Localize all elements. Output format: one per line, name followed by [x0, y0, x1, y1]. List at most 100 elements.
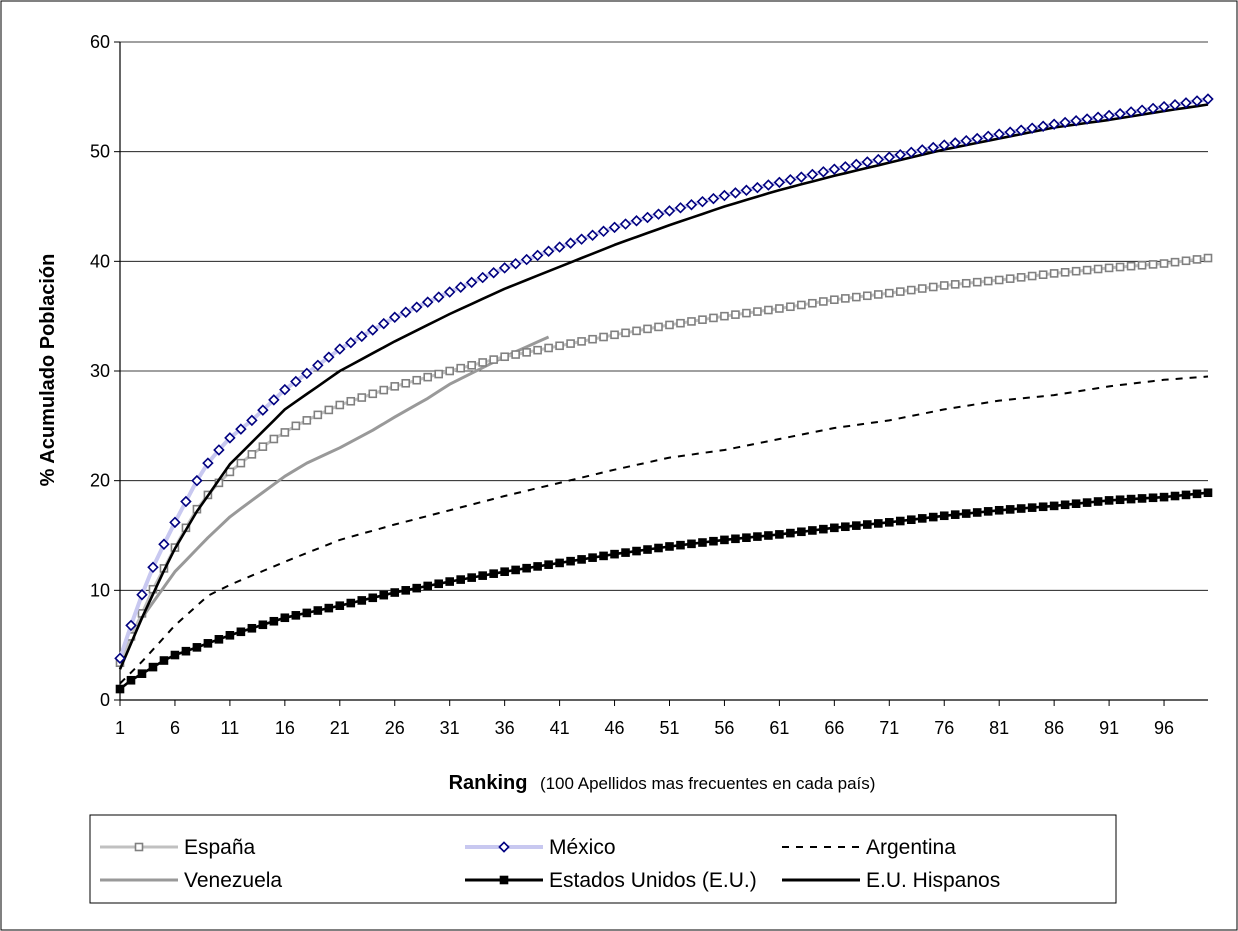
series-layer [114, 93, 1214, 694]
x-tick-label-12: 61 [769, 718, 789, 738]
data-point-mexico-59 [751, 181, 764, 194]
data-point-mexico-94 [1136, 104, 1148, 116]
data-point-espana-62 [786, 302, 795, 312]
data-point-mexico-60 [762, 179, 775, 191]
data-point-mexico-15 [268, 394, 280, 406]
data-point-mexico-79 [971, 132, 983, 145]
data-point-estados-unidos-e-u-79 [972, 508, 982, 517]
data-point-espana-75 [928, 282, 938, 292]
data-point-mexico-83 [1015, 124, 1027, 136]
data-point-estados-unidos-e-u-62 [786, 528, 795, 538]
data-point-mexico-53 [685, 199, 698, 211]
data-point-espana-29 [423, 372, 433, 382]
series-line-espana [118, 256, 1209, 664]
data-point-estados-unidos-e-u-98 [1181, 490, 1191, 500]
data-point-mexico-5 [158, 538, 170, 551]
data-point-mexico-16 [279, 383, 291, 396]
x-tick-label-9: 46 [605, 718, 625, 738]
data-point-estados-unidos-e-u-13 [247, 623, 257, 633]
data-point-espana-17 [291, 421, 301, 431]
data-point-estados-unidos-e-u-2 [126, 675, 136, 685]
x-tick-label-18: 91 [1099, 718, 1119, 738]
data-point-estados-unidos-e-u-7 [181, 646, 191, 656]
data-point-mexico-47 [619, 218, 632, 230]
data-point-estados-unidos-e-u-20 [324, 603, 334, 613]
series-mexico [114, 93, 1214, 665]
data-point-mexico-42 [564, 237, 577, 249]
data-point-espana-56 [720, 311, 729, 321]
data-point-mexico-41 [553, 241, 566, 253]
data-point-mexico-62 [784, 174, 797, 186]
data-point-mexico-89 [1081, 113, 1093, 125]
data-point-espana-40 [544, 343, 553, 353]
series-line-venezuela [118, 335, 550, 668]
data-point-estados-unidos-e-u-64 [808, 526, 817, 535]
data-point-mexico-46 [608, 221, 621, 234]
data-point-estados-unidos-e-u-34 [478, 571, 487, 580]
data-point-espana-59 [753, 307, 762, 316]
data-point-espana-24 [368, 389, 378, 399]
data-point-estados-unidos-e-u-68 [852, 521, 861, 530]
data-point-espana-82 [1005, 274, 1015, 283]
data-point-mexico-10 [213, 444, 225, 456]
data-point-estados-unidos-e-u-3 [137, 669, 147, 678]
data-point-estados-unidos-e-u-31 [445, 577, 454, 586]
data-point-espana-35 [489, 355, 498, 364]
data-point-mexico-49 [641, 211, 654, 224]
y-axis-title: % Acumulado Población [37, 254, 59, 487]
data-point-mexico-70 [872, 153, 885, 166]
data-point-estados-unidos-e-u-50 [654, 543, 663, 553]
data-point-mexico-84 [1026, 122, 1038, 134]
data-point-estados-unidos-e-u-54 [698, 538, 707, 547]
data-point-estados-unidos-e-u-60 [764, 531, 773, 540]
data-point-espana-13 [247, 450, 257, 459]
x-tick-label-3: 16 [275, 718, 295, 738]
data-point-estados-unidos-e-u-59 [753, 532, 762, 541]
data-point-mexico-35 [487, 267, 500, 279]
data-point-espana-37 [511, 350, 520, 359]
data-point-estados-unidos-e-u-80 [983, 507, 993, 516]
data-point-espana-74 [917, 284, 927, 293]
data-point-mexico-45 [597, 225, 610, 238]
data-point-estados-unidos-e-u-92 [1115, 495, 1125, 505]
data-point-espana-94 [1137, 260, 1147, 270]
data-point-estados-unidos-e-u-35 [489, 569, 498, 578]
data-point-mexico-61 [773, 176, 786, 189]
legend-item-venezuela: Venezuela [100, 869, 282, 892]
y-tick-label-3: 30 [90, 361, 110, 381]
data-point-mexico-88 [1070, 115, 1082, 127]
data-point-espana-89 [1082, 265, 1092, 275]
data-point-mexico-58 [740, 184, 753, 197]
series-venezuela [118, 335, 550, 668]
legend-label-argentina: Argentina [866, 836, 956, 859]
data-point-estados-unidos-e-u-41 [555, 558, 564, 568]
data-point-estados-unidos-e-u-49 [643, 545, 652, 554]
data-point-espana-47 [621, 328, 630, 338]
x-tick-label-17: 86 [1044, 718, 1064, 738]
data-point-estados-unidos-e-u-36 [500, 567, 509, 576]
data-point-estados-unidos-e-u-10 [214, 635, 224, 644]
data-point-espana-57 [731, 310, 740, 319]
data-point-mexico-100 [1202, 93, 1214, 105]
data-point-estados-unidos-e-u-73 [906, 515, 916, 525]
data-point-estados-unidos-e-u-57 [731, 534, 740, 544]
data-point-estados-unidos-e-u-82 [1005, 505, 1015, 514]
data-point-espana-31 [445, 366, 454, 376]
data-point-estados-unidos-e-u-32 [456, 575, 465, 584]
x-tick-label-7: 36 [495, 718, 515, 738]
data-point-espana-69 [863, 291, 872, 301]
data-point-estados-unidos-e-u-27 [401, 586, 411, 595]
data-point-mexico-14 [257, 404, 269, 416]
data-point-estados-unidos-e-u-85 [1038, 502, 1048, 512]
data-point-espana-33 [467, 360, 476, 370]
data-point-espana-27 [401, 378, 411, 388]
data-point-mexico-40 [542, 245, 555, 257]
data-point-estados-unidos-e-u-25 [379, 590, 389, 600]
data-point-mexico-96 [1158, 100, 1170, 113]
data-point-mexico-56 [718, 189, 731, 202]
data-point-mexico-23 [356, 330, 368, 343]
data-point-mexico-18 [301, 367, 313, 380]
data-point-espana-100 [1203, 253, 1213, 263]
series-argentina [119, 375, 1209, 685]
data-point-espana-45 [599, 332, 608, 342]
